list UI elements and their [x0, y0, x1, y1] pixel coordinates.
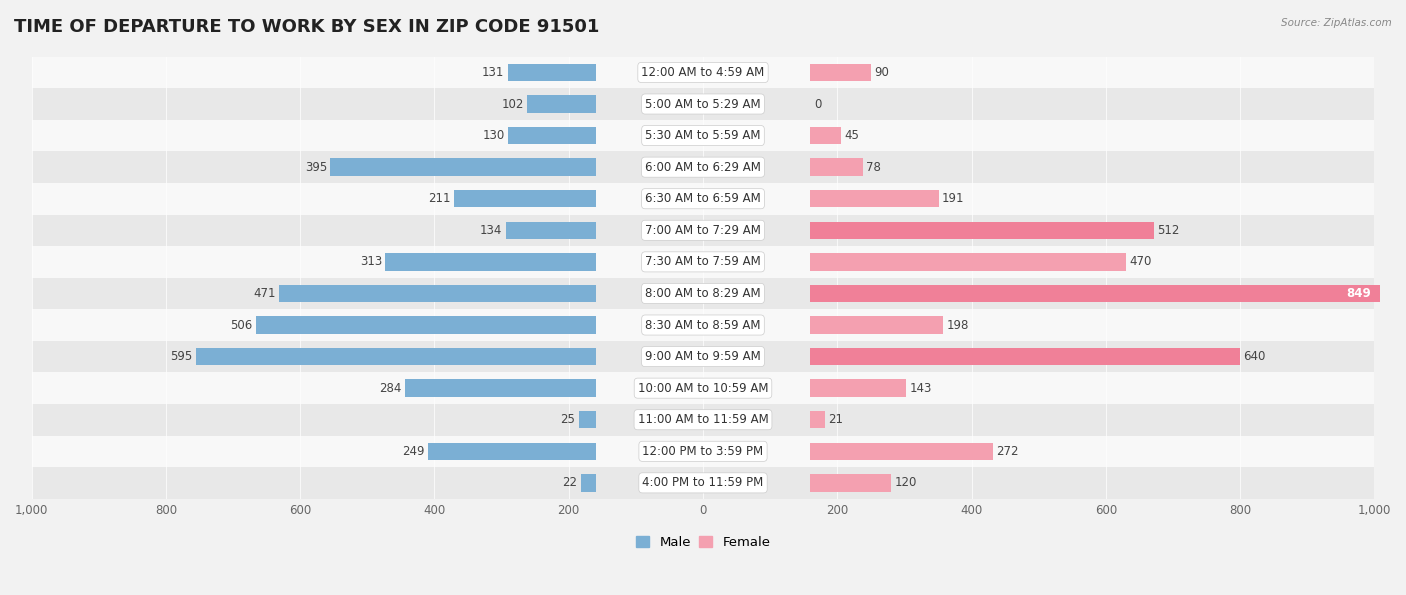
Text: 272: 272: [997, 445, 1019, 458]
Bar: [256, 317, 596, 334]
Bar: [810, 221, 1154, 239]
Bar: [810, 285, 1381, 302]
Bar: [32, 151, 1374, 183]
Text: 849: 849: [1346, 287, 1371, 300]
Legend: Male, Female: Male, Female: [630, 530, 776, 554]
Text: 5:00 AM to 5:29 AM: 5:00 AM to 5:29 AM: [645, 98, 761, 111]
Bar: [32, 467, 1374, 499]
Text: 8:30 AM to 8:59 AM: 8:30 AM to 8:59 AM: [645, 318, 761, 331]
Text: 90: 90: [875, 66, 889, 79]
Text: 640: 640: [1243, 350, 1265, 363]
Text: 134: 134: [479, 224, 502, 237]
Bar: [506, 221, 596, 239]
Bar: [32, 341, 1374, 372]
Text: 284: 284: [380, 381, 402, 394]
Text: Source: ZipAtlas.com: Source: ZipAtlas.com: [1281, 18, 1392, 28]
Text: 7:30 AM to 7:59 AM: 7:30 AM to 7:59 AM: [645, 255, 761, 268]
Text: 4:00 PM to 11:59 PM: 4:00 PM to 11:59 PM: [643, 477, 763, 489]
Bar: [810, 411, 824, 428]
Bar: [508, 64, 596, 81]
Text: 5:30 AM to 5:59 AM: 5:30 AM to 5:59 AM: [645, 129, 761, 142]
Text: 12:00 AM to 4:59 AM: 12:00 AM to 4:59 AM: [641, 66, 765, 79]
Bar: [429, 443, 596, 460]
Text: 8:00 AM to 8:29 AM: 8:00 AM to 8:29 AM: [645, 287, 761, 300]
Bar: [32, 88, 1374, 120]
Text: 249: 249: [402, 445, 425, 458]
Text: 6:30 AM to 6:59 AM: 6:30 AM to 6:59 AM: [645, 192, 761, 205]
Bar: [810, 158, 863, 176]
Text: 506: 506: [231, 318, 253, 331]
Bar: [32, 57, 1374, 88]
Bar: [810, 190, 939, 208]
Bar: [581, 474, 596, 491]
Bar: [280, 285, 596, 302]
Bar: [579, 411, 596, 428]
Text: 130: 130: [482, 129, 505, 142]
Bar: [32, 215, 1374, 246]
Text: 471: 471: [253, 287, 276, 300]
Text: 120: 120: [894, 477, 917, 489]
Text: 198: 198: [946, 318, 969, 331]
Text: 0: 0: [814, 98, 821, 111]
Text: 11:00 AM to 11:59 AM: 11:00 AM to 11:59 AM: [638, 413, 768, 426]
Text: 470: 470: [1129, 255, 1152, 268]
Bar: [810, 127, 841, 144]
Bar: [32, 183, 1374, 215]
Bar: [810, 380, 907, 397]
Text: 7:00 AM to 7:29 AM: 7:00 AM to 7:29 AM: [645, 224, 761, 237]
Text: 191: 191: [942, 192, 965, 205]
Text: 143: 143: [910, 381, 932, 394]
Text: 9:00 AM to 9:59 AM: 9:00 AM to 9:59 AM: [645, 350, 761, 363]
Bar: [32, 278, 1374, 309]
Text: 45: 45: [844, 129, 859, 142]
Text: 512: 512: [1157, 224, 1180, 237]
Text: 313: 313: [360, 255, 382, 268]
Text: 395: 395: [305, 161, 328, 174]
Bar: [385, 253, 596, 271]
Bar: [810, 317, 943, 334]
Bar: [32, 246, 1374, 278]
Text: 131: 131: [482, 66, 505, 79]
Text: 21: 21: [828, 413, 842, 426]
Text: 6:00 AM to 6:29 AM: 6:00 AM to 6:29 AM: [645, 161, 761, 174]
Bar: [32, 436, 1374, 467]
Bar: [405, 380, 596, 397]
Bar: [810, 348, 1240, 365]
Bar: [810, 443, 993, 460]
Bar: [454, 190, 596, 208]
Bar: [330, 158, 596, 176]
Bar: [32, 372, 1374, 404]
Text: TIME OF DEPARTURE TO WORK BY SEX IN ZIP CODE 91501: TIME OF DEPARTURE TO WORK BY SEX IN ZIP …: [14, 18, 599, 36]
Bar: [32, 120, 1374, 151]
Bar: [810, 64, 870, 81]
Bar: [810, 474, 891, 491]
Text: 12:00 PM to 3:59 PM: 12:00 PM to 3:59 PM: [643, 445, 763, 458]
Bar: [32, 309, 1374, 341]
Text: 595: 595: [170, 350, 193, 363]
Bar: [527, 95, 596, 112]
Text: 22: 22: [562, 477, 578, 489]
Bar: [32, 404, 1374, 436]
Bar: [197, 348, 596, 365]
Text: 102: 102: [502, 98, 524, 111]
Text: 10:00 AM to 10:59 AM: 10:00 AM to 10:59 AM: [638, 381, 768, 394]
Text: 78: 78: [866, 161, 882, 174]
Text: 25: 25: [561, 413, 575, 426]
Bar: [810, 253, 1126, 271]
Bar: [509, 127, 596, 144]
Text: 211: 211: [427, 192, 450, 205]
